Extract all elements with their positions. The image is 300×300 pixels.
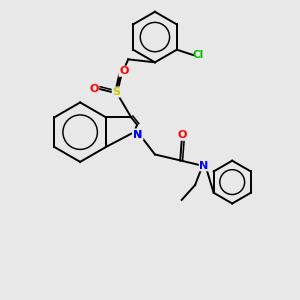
Text: O: O — [178, 130, 187, 140]
Text: N: N — [133, 130, 142, 140]
Text: N: N — [133, 130, 142, 140]
Text: N: N — [133, 130, 142, 140]
Text: S: S — [112, 87, 120, 97]
Text: O: O — [89, 84, 99, 94]
Text: N: N — [200, 161, 208, 171]
Text: O: O — [119, 66, 128, 76]
Text: Cl: Cl — [193, 50, 204, 60]
